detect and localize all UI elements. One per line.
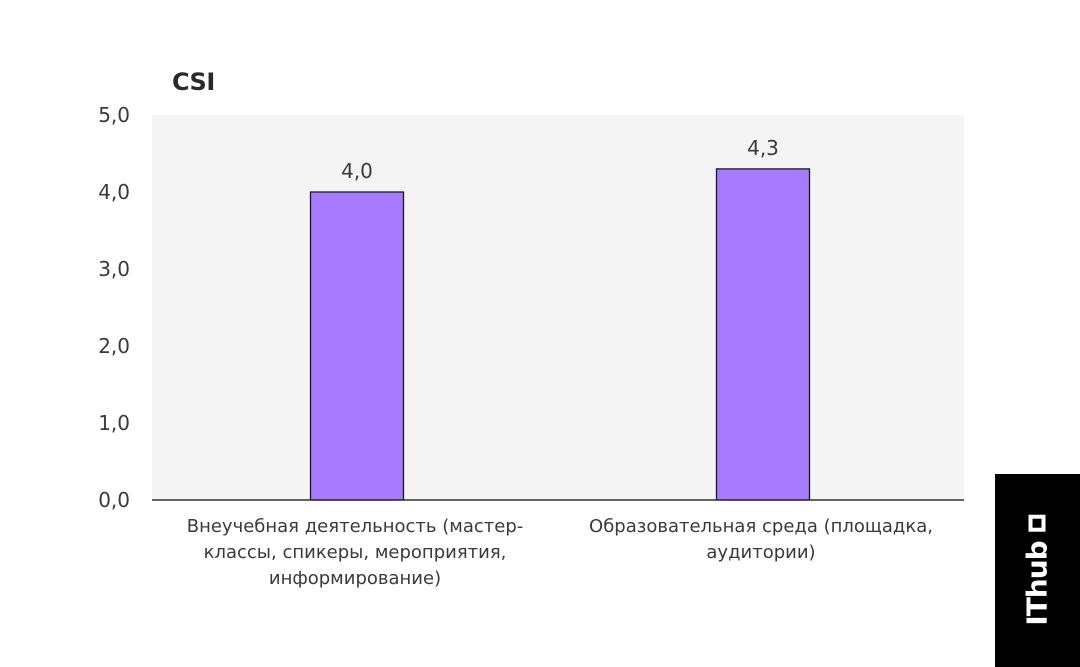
y-tick-label: 3,0 — [98, 257, 130, 281]
y-tick-label: 0,0 — [98, 488, 130, 512]
x-category-label-line: Образовательная среда (площадка, — [589, 516, 933, 537]
plot-background — [152, 115, 964, 500]
x-category-label-line: классы, спикеры, мероприятия, — [203, 542, 507, 563]
ithub-logo: IThub — [995, 474, 1080, 667]
x-category-label-line: информирование) — [268, 568, 442, 589]
chart-title: CSI — [172, 68, 215, 96]
x-category-label-2: Образовательная среда (площадка, аудитор… — [561, 514, 961, 566]
y-tick-label: 4,0 — [98, 180, 130, 204]
y-tick-label: 1,0 — [98, 411, 130, 435]
square-outline-icon — [1028, 514, 1046, 532]
logo-text: IThub — [1020, 541, 1054, 626]
bar — [309, 191, 405, 501]
bar-value-label: 4,0 — [341, 159, 373, 183]
bar-value-label: 4,3 — [747, 136, 779, 160]
y-tick-label: 2,0 — [98, 334, 130, 358]
y-tick-label: 5,0 — [98, 103, 130, 127]
x-category-label-1: Внеучебная деятельность (мастер- классы,… — [155, 514, 555, 592]
bar — [715, 168, 811, 501]
x-category-label-line: Внеучебная деятельность (мастер- — [186, 516, 524, 537]
x-category-label-line: аудитории) — [706, 542, 816, 563]
